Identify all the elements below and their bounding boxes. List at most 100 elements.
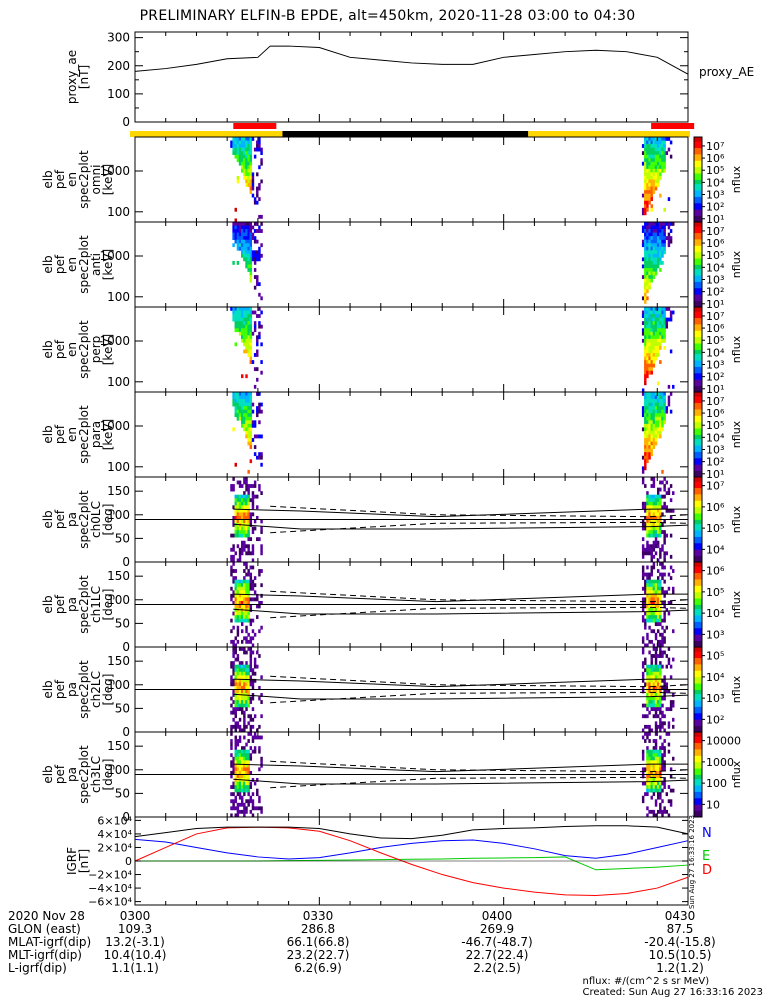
- spectrogram-cell: [644, 523, 647, 527]
- spectrogram-cell: [654, 253, 658, 258]
- spectrogram-cell: [232, 399, 235, 403]
- spectrogram-cell: [646, 565, 649, 570]
- spectrogram-cell: [646, 349, 649, 354]
- spectrogram-cell: [234, 781, 237, 786]
- spectrogram-cell: [654, 647, 658, 651]
- spectrogram-cell: [234, 530, 237, 534]
- spectrogram-cell: [247, 671, 250, 676]
- colorbar-tick-label: 10⁶: [706, 237, 725, 250]
- colorbar-tick-label: 10⁶: [706, 152, 725, 165]
- colorbar-tick-label: 10¹: [706, 213, 724, 226]
- colorbar-cell: [694, 239, 702, 242]
- spectrogram-cell: [238, 533, 242, 538]
- spectrogram-cell: [659, 307, 662, 311]
- spectrogram-cell: [646, 271, 649, 276]
- colorbar-cell: [694, 732, 702, 735]
- colorbar-cell: [694, 774, 702, 778]
- spectrogram-cell: [654, 147, 658, 152]
- spectrogram-cell: [251, 402, 255, 407]
- spectrogram-cell: [247, 569, 250, 573]
- spectrogram-cell: [240, 774, 244, 779]
- spectrogram-cell: [260, 491, 263, 496]
- colorbar-tick-label: 10⁵: [706, 419, 724, 432]
- spectrogram-cell: [648, 239, 651, 244]
- spectrogram-cell: [249, 434, 253, 439]
- spectrogram-cell: [232, 307, 235, 311]
- colorbar-tick-label: 10⁶: [706, 501, 725, 514]
- y-tick-label: 1000: [99, 334, 130, 348]
- spectrogram-cell: [260, 370, 263, 375]
- spectrogram-cell: [663, 678, 666, 683]
- colorbar-cell: [694, 579, 702, 582]
- spectrogram-cell: [232, 225, 235, 230]
- spectrogram-cell: [652, 654, 656, 658]
- spectrogram-cell: [236, 685, 240, 690]
- spectrogram-cell: [238, 795, 242, 800]
- spectrogram-cell: [641, 501, 645, 506]
- spectrogram-cell: [654, 406, 658, 411]
- spectrogram-cell: [648, 250, 651, 255]
- spectrogram-cell: [245, 413, 248, 418]
- spectrogram-cell: [646, 813, 649, 818]
- spectrogram-cell: [240, 512, 244, 517]
- colorbar-cell: [694, 738, 702, 741]
- spectrogram-cell: [243, 515, 246, 520]
- spectrogram-cell: [656, 618, 660, 623]
- spectrogram-cell: [669, 409, 673, 414]
- spectrogram-cell: [652, 604, 656, 609]
- spectrogram-cell: [661, 721, 664, 726]
- spectrogram-cell: [656, 243, 660, 248]
- spec_pa_ch2-spectrogram: [230, 647, 675, 733]
- spectrogram-cell: [238, 809, 242, 814]
- spectrogram-cell: [232, 484, 235, 488]
- spectrogram-cell: [659, 547, 662, 552]
- colorbar-cell: [694, 137, 702, 140]
- spectrogram-cell: [663, 243, 666, 248]
- spectrogram-cell: [641, 544, 645, 549]
- spectrogram-cell: [650, 193, 653, 198]
- spectrogram-cell: [648, 452, 651, 457]
- spectrogram-cell: [650, 678, 653, 683]
- spectrogram-cell: [238, 554, 242, 559]
- spectrogram-cell: [652, 260, 656, 265]
- spectrogram-cell: [644, 239, 647, 244]
- spectrogram-cell: [234, 682, 237, 687]
- spectrogram-cell: [243, 314, 246, 318]
- colorbar-tick-label: 10⁶: [706, 407, 725, 420]
- spectrogram-cell: [663, 551, 666, 556]
- spectrogram-cell: [652, 678, 656, 683]
- spectrogram-cell: [243, 165, 246, 170]
- spectrogram-cell: [661, 236, 664, 241]
- spectrogram-cell: [656, 569, 660, 573]
- pa-dashed-line: [270, 521, 689, 534]
- spectrogram-cell: [240, 484, 244, 488]
- spectrogram-cell: [659, 402, 662, 407]
- colorbar-tick-label: 10⁴: [706, 543, 725, 556]
- spectrogram-cell: [243, 147, 246, 152]
- spectrogram-cell: [661, 423, 664, 428]
- spec_pa_ch0-colorbar: [694, 477, 702, 563]
- colorbar-cell: [694, 472, 702, 476]
- spectrogram-cell: [654, 767, 658, 772]
- colorbar-cell: [694, 678, 702, 682]
- spectrogram-cell: [260, 161, 263, 166]
- spectrogram-cell: [243, 788, 246, 793]
- spectrogram-cell: [656, 494, 660, 499]
- spectrogram-cell: [652, 402, 656, 407]
- spec_en_anti-ylabel-line: [keV]: [101, 249, 115, 280]
- spectrogram-cell: [258, 144, 261, 148]
- spectrogram-cell: [256, 494, 259, 499]
- spec_pa_ch0-ylabel-line: elb: [41, 510, 55, 528]
- spectrogram-cell: [260, 526, 263, 531]
- spectrogram-cell: [236, 742, 240, 747]
- spectrogram-cell: [234, 643, 237, 648]
- spectrogram-cell: [669, 703, 673, 708]
- spectrogram-cell: [665, 682, 669, 687]
- spectrogram-cell: [646, 406, 649, 411]
- colorbar-cell: [694, 311, 702, 314]
- spectrogram-cell: [654, 236, 658, 241]
- spectrogram-cell: [249, 158, 253, 163]
- spectrogram-cell: [646, 168, 649, 173]
- spectrogram-cell: [258, 292, 261, 297]
- spectrogram-cell: [650, 530, 653, 534]
